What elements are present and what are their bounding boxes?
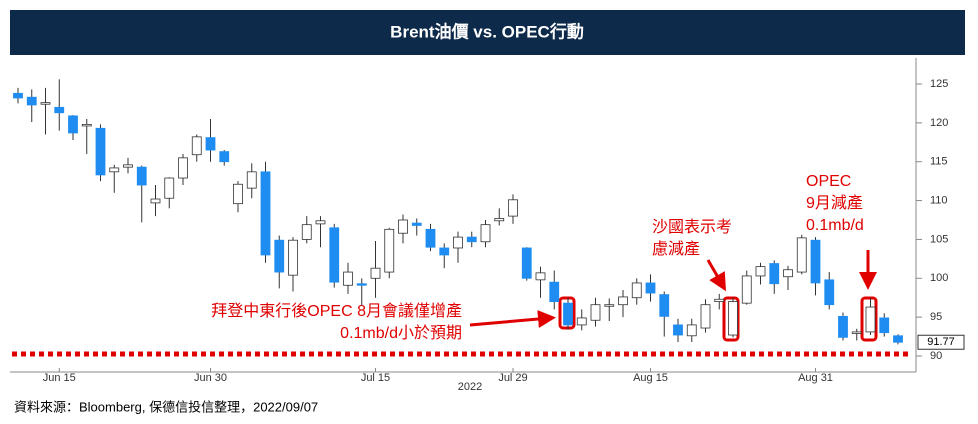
- candle-body: [645, 282, 656, 294]
- candle-body: [508, 199, 518, 217]
- last-price-box: [917, 334, 965, 350]
- y-tick-label: 120: [930, 117, 948, 129]
- chart-title: Brent油價 vs. OPEC行動: [390, 21, 584, 41]
- candle-body: [838, 315, 848, 338]
- candle-body: [755, 266, 766, 277]
- candle-body: [68, 115, 78, 134]
- candle-body: [136, 166, 147, 186]
- annotation: 0.1mb/d: [806, 217, 864, 234]
- x-tick-label: Jul 29: [498, 372, 527, 384]
- candle-body: [411, 222, 422, 226]
- y-tick-label: 95: [930, 311, 942, 323]
- candle-body: [233, 183, 243, 205]
- x-tick-label: Jul 15: [361, 372, 390, 384]
- candle-body: [549, 281, 560, 302]
- x-tick-label: Aug 15: [633, 372, 668, 384]
- candle-body: [728, 301, 738, 336]
- candle-body: [205, 137, 216, 151]
- x-tick-label: Jun 30: [194, 372, 227, 384]
- candle-body: [370, 267, 381, 279]
- candle-body: [686, 324, 697, 337]
- candle-body: [535, 272, 546, 281]
- candle-body: [480, 224, 491, 243]
- annotation: 9月減產: [806, 194, 863, 212]
- candle-body: [13, 92, 23, 99]
- x-tick-label: Jun 15: [43, 372, 76, 384]
- candle-body: [123, 164, 133, 168]
- annotation: OPEC: [806, 173, 851, 190]
- candle-body: [453, 236, 463, 249]
- y-tick-label: 105: [930, 233, 948, 245]
- candle-body: [769, 263, 780, 285]
- candle-body: [26, 96, 37, 106]
- candle-body: [288, 239, 298, 276]
- source: 資料來源：Bloomberg, 保德信投信整理，2022/09/07: [14, 399, 318, 414]
- title-bar: [10, 10, 965, 55]
- highlight-box: [722, 296, 740, 342]
- candle-body: [40, 102, 51, 105]
- candle-body: [164, 177, 175, 199]
- candle-body: [893, 335, 903, 343]
- candle-body: [219, 151, 230, 163]
- candle-body: [425, 228, 436, 248]
- candle-body: [178, 157, 188, 179]
- candle-body: [246, 171, 257, 189]
- candle-body: [274, 239, 285, 273]
- highlight-box: [558, 296, 576, 330]
- candle-body: [714, 298, 725, 303]
- candle-body: [398, 219, 408, 234]
- candle-body: [494, 218, 505, 222]
- candle-body: [81, 124, 92, 127]
- y-tick-label: 110: [930, 194, 948, 206]
- candle-body: [590, 304, 601, 321]
- candle-body: [796, 237, 807, 273]
- candle-body: [150, 198, 161, 204]
- candle-body: [673, 324, 683, 336]
- candle-body: [521, 247, 532, 279]
- candle-body: [329, 227, 340, 283]
- arrow: [469, 310, 556, 329]
- annotation: 拜登中東行後OPEC 8月會議僅增產: [211, 302, 462, 320]
- y-tick-label: 125: [930, 78, 948, 90]
- x-tick-label: Aug 31: [798, 372, 833, 384]
- candle-body: [879, 317, 890, 334]
- candle-body: [563, 302, 573, 326]
- annotation: 0.1mb/d小於預期: [340, 324, 462, 342]
- y-tick-label: 90: [930, 350, 942, 362]
- candle-body: [356, 283, 367, 286]
- candle-body: [604, 304, 615, 307]
- candle-body: [631, 282, 642, 299]
- arrow: [706, 259, 726, 292]
- candle-body: [439, 247, 450, 256]
- candle-body: [95, 127, 106, 176]
- candle-body: [343, 271, 353, 286]
- candle-body: [466, 236, 477, 243]
- candle-body: [260, 171, 271, 256]
- y-tick-label: 100: [930, 272, 948, 284]
- annotation: 慮減產: [652, 240, 700, 258]
- candle-body: [54, 106, 65, 114]
- candle-body: [618, 296, 628, 306]
- candle-body: [865, 306, 876, 333]
- highlight-box: [860, 296, 878, 342]
- candle-body: [659, 294, 670, 317]
- candle-body: [741, 275, 752, 304]
- candle-body: [851, 331, 862, 334]
- y-tick-label: 115: [930, 156, 948, 168]
- annotation: 沙國表示考: [652, 218, 732, 236]
- x-sublabel: 2022: [458, 381, 482, 393]
- candle-body: [315, 220, 326, 225]
- candle-body: [301, 224, 312, 240]
- candle-body: [783, 269, 793, 278]
- last-price-label: 91.77: [927, 336, 955, 348]
- candle-body: [700, 304, 711, 329]
- candle-body: [191, 136, 202, 156]
- candle-body: [384, 228, 395, 273]
- candle-body: [824, 279, 835, 306]
- candle-body: [576, 317, 587, 326]
- candle-body: [810, 239, 821, 284]
- candle-body: [109, 167, 120, 173]
